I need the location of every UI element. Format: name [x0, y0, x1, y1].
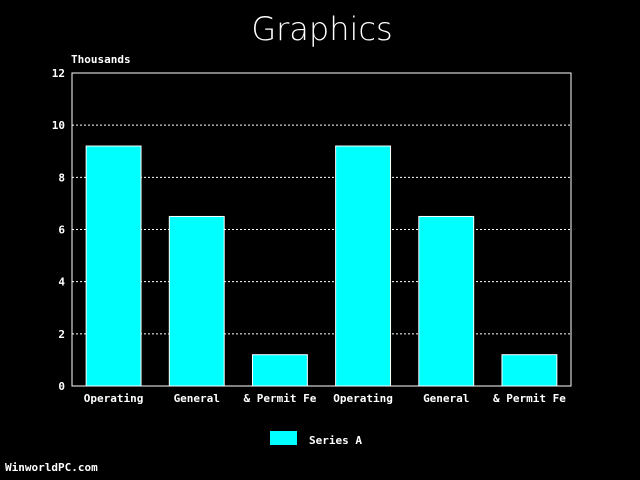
bar-1: [85, 145, 142, 387]
bars: [85, 145, 558, 387]
x-category-label: & Permit Fe: [243, 392, 316, 405]
bar-4: [335, 145, 392, 387]
y-tick-label: 10: [52, 119, 65, 132]
x-category-label: Operating: [84, 392, 144, 405]
x-category-label: General: [423, 392, 469, 405]
y-tick-label: 8: [58, 171, 65, 184]
legend-label-series-a: Series A: [309, 434, 362, 447]
x-axis-categories: Operating General & Permit Fe Operating Gene…: [84, 392, 566, 405]
y-tick-label: 0: [58, 380, 65, 393]
footer-watermark: WinworldPC.com: [5, 461, 98, 474]
chart-title: Graphics: [251, 10, 392, 48]
y-tick-label: 4: [58, 276, 65, 289]
x-category-label: & Permit Fe: [493, 392, 566, 405]
legend: Series A: [270, 431, 362, 447]
y-tick-label: 12: [52, 67, 65, 80]
y-tick-label: 2: [58, 328, 65, 341]
x-category-label: Operating: [333, 392, 393, 405]
x-category-label: General: [174, 392, 220, 405]
grid-lines: [72, 124, 571, 335]
legend-swatch-series-a: [270, 431, 297, 445]
y-axis-ticks: 0 2 4 6 8 10 12: [52, 67, 66, 393]
bar-3: [251, 354, 308, 387]
y-axis-label: Thousands: [71, 53, 131, 66]
plot-area-frame: [71, 72, 572, 387]
bar-5: [418, 215, 475, 387]
y-tick-label: 6: [58, 224, 65, 237]
bar-6: [501, 354, 558, 387]
bar-2: [168, 215, 225, 387]
